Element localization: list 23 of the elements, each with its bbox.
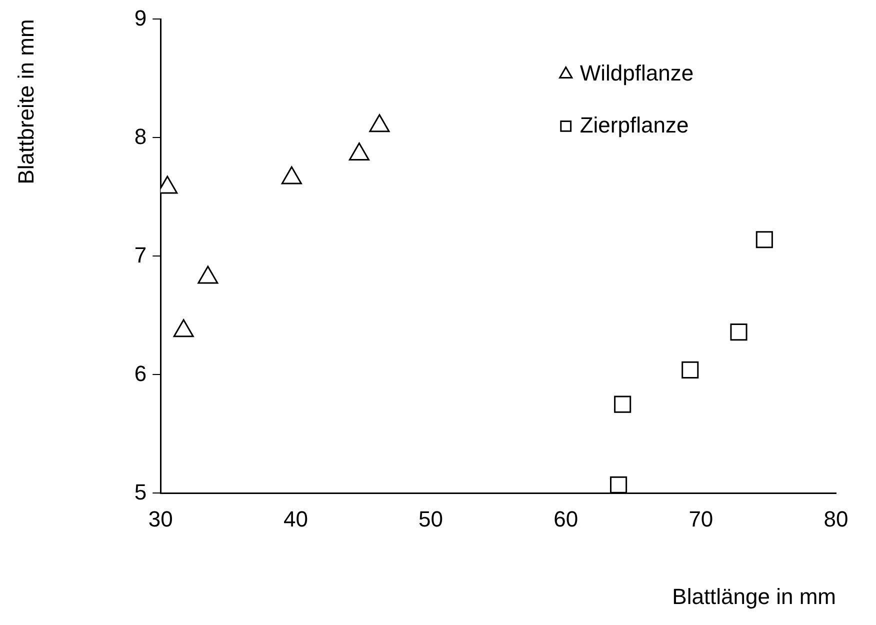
y-axis-title: Blattbreite in mm <box>13 19 38 184</box>
x-tick-label: 60 <box>554 506 578 532</box>
x-axis-title: Blattlänge in mm <box>672 584 836 609</box>
point <box>198 266 218 284</box>
legend-label: Wildpflanze <box>580 60 694 86</box>
point <box>682 361 699 378</box>
y-tick-label: 7 <box>134 242 147 268</box>
point <box>614 396 632 413</box>
point <box>730 324 748 341</box>
x-tick-label: 30 <box>148 506 173 532</box>
point <box>610 476 628 494</box>
y-tick-label: 6 <box>134 360 147 386</box>
y-tick-label: 8 <box>134 124 147 149</box>
legend-label: Zierpflanze <box>580 112 689 138</box>
x-tick-label: 80 <box>824 506 848 532</box>
point <box>348 142 370 161</box>
x-tick-label: 70 <box>688 506 714 532</box>
point <box>369 114 390 132</box>
x-tick-label: 40 <box>283 506 308 532</box>
x-tick-label: 50 <box>418 506 444 532</box>
y-tick-label: 5 <box>134 479 147 504</box>
y-tick-label: 9 <box>134 5 147 30</box>
point <box>281 166 302 184</box>
